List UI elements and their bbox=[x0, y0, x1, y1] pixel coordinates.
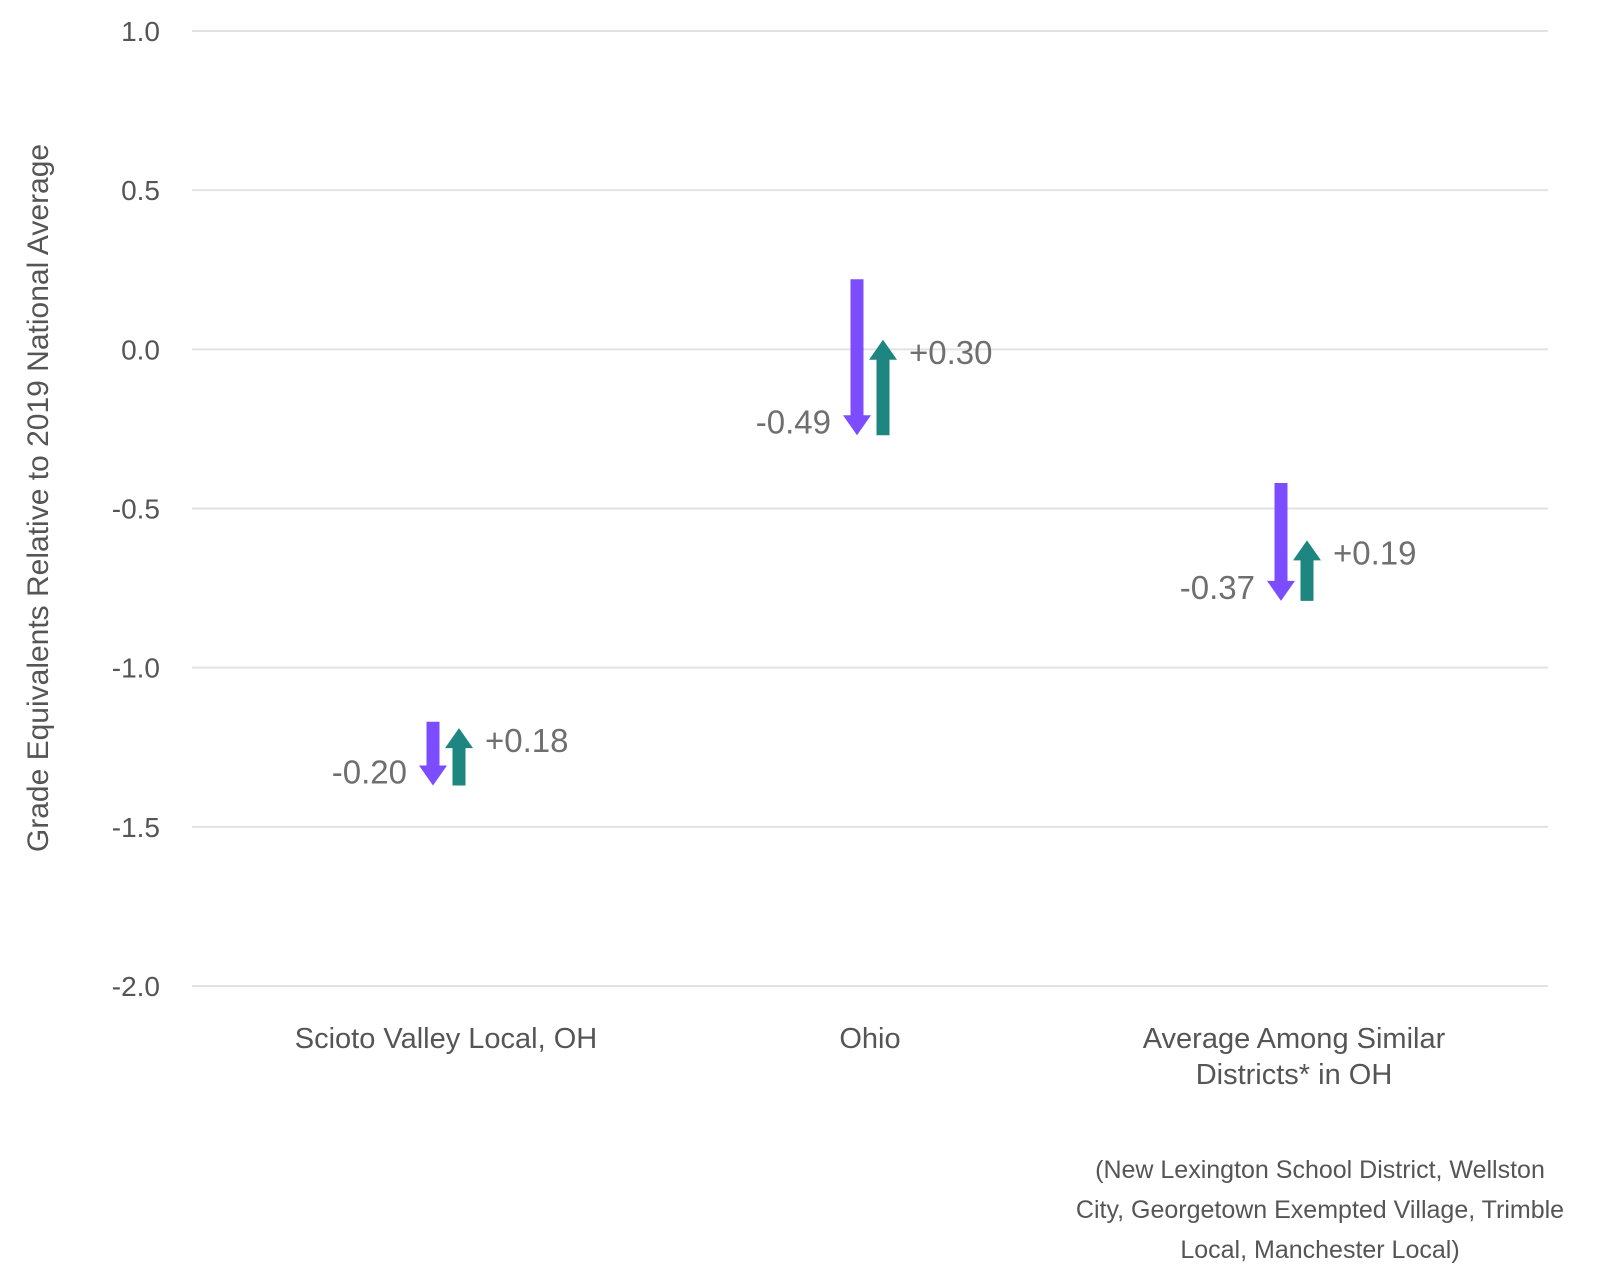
decline-arrow bbox=[843, 279, 871, 436]
footnote-line: Local, Manchester Local) bbox=[1180, 1236, 1460, 1264]
arrows bbox=[419, 279, 1321, 786]
footnote-line: (New Lexington School District, Wellston bbox=[1095, 1156, 1545, 1184]
category-label: Scioto Valley Local, OH bbox=[295, 1023, 598, 1055]
y-tick-label: 0.5 bbox=[121, 175, 160, 206]
decline-value-label: -0.37 bbox=[1180, 569, 1255, 606]
y-tick-label: -1.0 bbox=[112, 653, 160, 684]
recovery-value-label: +0.19 bbox=[1333, 534, 1417, 571]
grid-lines bbox=[192, 30, 1548, 987]
category-label-line: Scioto Valley Local, OH bbox=[295, 1023, 598, 1055]
value-labels: -0.20 +0.18 -0.49 +0.30 -0.37 +0.19 bbox=[332, 334, 1417, 791]
category-label: Average Among Similar Districts* in OH bbox=[1143, 1023, 1446, 1091]
category-label-line: Average Among Similar bbox=[1143, 1023, 1446, 1055]
y-axis-label: Grade Equivalents Relative to 2019 Natio… bbox=[22, 144, 55, 852]
y-tick-label: -1.5 bbox=[112, 812, 160, 843]
y-tick-label: 1.0 bbox=[121, 16, 160, 47]
category-label: Ohio bbox=[839, 1023, 900, 1055]
footnote: (New Lexington School District, Wellston… bbox=[1040, 1150, 1600, 1270]
decline-value-label: -0.49 bbox=[756, 403, 831, 440]
footnote-line: City, Georgetown Exempted Village, Trimb… bbox=[1075, 1196, 1565, 1224]
decline-value-label: -0.20 bbox=[332, 753, 407, 790]
recovery-arrow bbox=[869, 339, 897, 436]
recovery-value-label: +0.18 bbox=[485, 722, 569, 759]
y-tick-label: 0.0 bbox=[121, 334, 160, 365]
category-label-line: Ohio bbox=[839, 1023, 900, 1055]
decline-arrow bbox=[1267, 483, 1295, 601]
category-label-line: Districts* in OH bbox=[1196, 1059, 1393, 1091]
recovery-arrow bbox=[1293, 540, 1321, 601]
recovery-value-label: +0.30 bbox=[909, 334, 993, 371]
recovery-arrow bbox=[445, 728, 473, 786]
y-tick-labels: 1.0 0.5 0.0 -0.5 -1.0 -1.5 -2.0 bbox=[112, 16, 160, 1002]
category-labels: Scioto Valley Local, OH Ohio Average Among… bbox=[295, 1023, 1446, 1091]
decline-arrow bbox=[419, 721, 447, 786]
y-tick-label: -0.5 bbox=[112, 494, 160, 525]
y-tick-label: -2.0 bbox=[112, 971, 160, 1002]
